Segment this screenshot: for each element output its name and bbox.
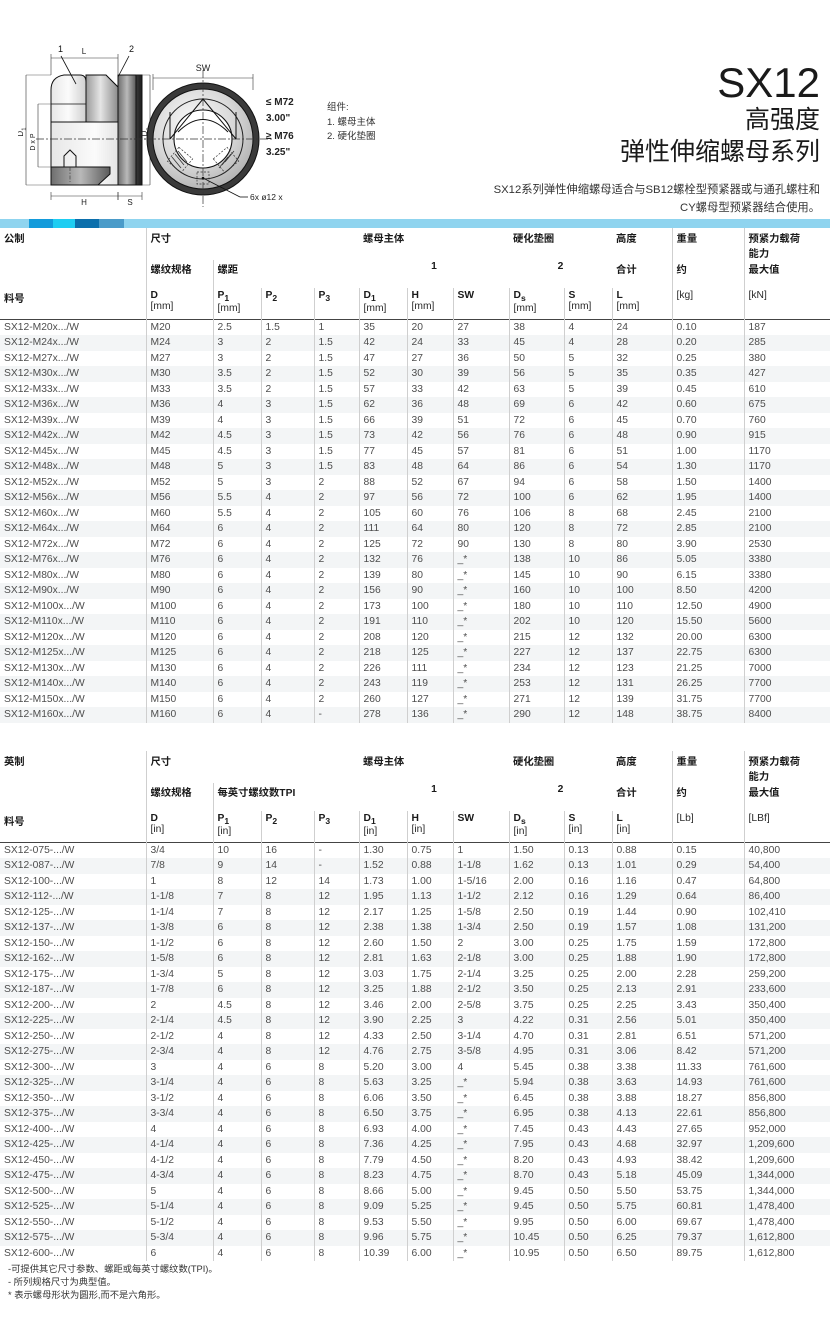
svg-text:D x P: D x P [30, 133, 37, 150]
svg-text:L: L [82, 47, 87, 56]
svg-text:1: 1 [58, 44, 63, 54]
svg-text:D1: D1 [18, 127, 28, 137]
svg-text:SW: SW [196, 63, 211, 73]
svg-text:6x ø12 x 12: 6x ø12 x 12 [250, 192, 285, 202]
svg-text:H: H [81, 198, 87, 207]
